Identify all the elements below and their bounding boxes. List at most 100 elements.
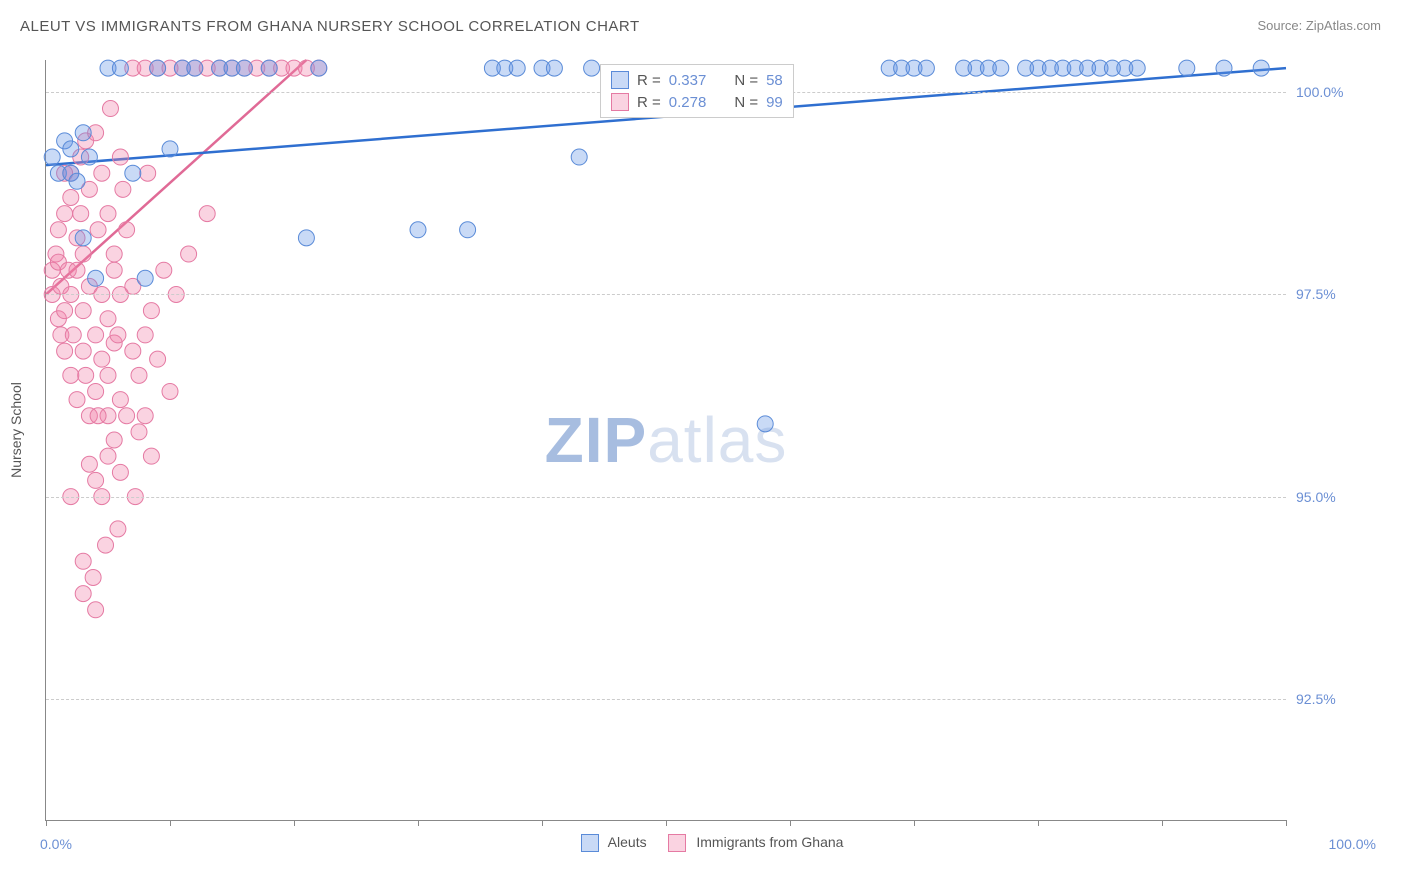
data-point — [125, 165, 141, 181]
data-point — [1216, 60, 1232, 76]
x-tick — [170, 820, 171, 826]
y-tick-label: 95.0% — [1296, 489, 1376, 505]
data-point — [63, 141, 79, 157]
y-axis-label: Nursery School — [8, 382, 24, 478]
data-point — [75, 246, 91, 262]
data-point — [106, 246, 122, 262]
gridline — [46, 294, 1286, 295]
data-point — [546, 60, 562, 76]
data-point — [81, 149, 97, 165]
stats-n-series2: 99 — [766, 94, 783, 111]
data-point — [584, 60, 600, 76]
data-point — [131, 367, 147, 383]
data-point — [81, 456, 97, 472]
data-point — [137, 270, 153, 286]
plot-area: ZIPatlas 92.5%95.0%97.5%100.0% — [45, 60, 1286, 821]
data-point — [94, 165, 110, 181]
data-point — [112, 149, 128, 165]
data-point — [112, 392, 128, 408]
y-tick-label: 97.5% — [1296, 286, 1376, 302]
data-point — [100, 311, 116, 327]
data-point — [137, 327, 153, 343]
data-point — [63, 367, 79, 383]
data-point — [98, 537, 114, 553]
stats-r-series2: 0.278 — [669, 94, 707, 111]
legend-swatch-series1 — [581, 834, 599, 852]
data-point — [993, 60, 1009, 76]
data-point — [100, 367, 116, 383]
data-point — [311, 60, 327, 76]
data-point — [88, 472, 104, 488]
chart-container: ALEUT VS IMMIGRANTS FROM GHANA NURSERY S… — [0, 0, 1406, 892]
x-tick — [542, 820, 543, 826]
data-point — [112, 60, 128, 76]
data-point — [44, 149, 60, 165]
data-point — [57, 206, 73, 222]
legend-bottom: Aleuts Immigrants from Ghana — [0, 834, 1406, 852]
data-point — [75, 230, 91, 246]
data-point — [261, 60, 277, 76]
data-point — [162, 383, 178, 399]
data-point — [181, 246, 197, 262]
data-point — [100, 448, 116, 464]
data-point — [57, 343, 73, 359]
data-point — [63, 189, 79, 205]
data-point — [162, 141, 178, 157]
data-point — [69, 173, 85, 189]
data-point — [509, 60, 525, 76]
stats-row-series2: R = 0.278 N = 99 — [611, 91, 783, 113]
data-point — [1179, 60, 1195, 76]
source-attribution: Source: ZipAtlas.com — [1257, 18, 1381, 33]
stats-n-series1: 58 — [766, 72, 783, 89]
data-point — [50, 222, 66, 238]
data-point — [57, 303, 73, 319]
gridline — [46, 497, 1286, 498]
y-tick-label: 100.0% — [1296, 84, 1376, 100]
stats-legend-box: R = 0.337 N = 58 R = 0.278 N = 99 — [600, 64, 794, 118]
data-point — [106, 432, 122, 448]
data-point — [571, 149, 587, 165]
data-point — [298, 230, 314, 246]
data-point — [918, 60, 934, 76]
x-tick — [294, 820, 295, 826]
data-point — [410, 222, 426, 238]
data-point — [75, 553, 91, 569]
data-point — [75, 303, 91, 319]
scatter-svg — [46, 60, 1286, 820]
data-point — [143, 303, 159, 319]
data-point — [150, 351, 166, 367]
data-point — [88, 270, 104, 286]
data-point — [73, 206, 89, 222]
data-point — [78, 367, 94, 383]
chart-title: ALEUT VS IMMIGRANTS FROM GHANA NURSERY S… — [20, 18, 640, 35]
stats-row-series1: R = 0.337 N = 58 — [611, 69, 783, 91]
data-point — [115, 181, 131, 197]
data-point — [75, 343, 91, 359]
data-point — [119, 222, 135, 238]
x-tick — [1038, 820, 1039, 826]
data-point — [75, 586, 91, 602]
data-point — [236, 60, 252, 76]
data-point — [460, 222, 476, 238]
data-point — [94, 351, 110, 367]
data-point — [110, 327, 126, 343]
data-point — [100, 206, 116, 222]
data-point — [110, 521, 126, 537]
x-tick — [790, 820, 791, 826]
legend-label-series2: Immigrants from Ghana — [696, 834, 843, 850]
stats-swatch-series1 — [611, 71, 629, 89]
data-point — [106, 262, 122, 278]
data-point — [150, 60, 166, 76]
data-point — [1253, 60, 1269, 76]
data-point — [156, 262, 172, 278]
x-tick — [46, 820, 47, 826]
x-tick — [418, 820, 419, 826]
data-point — [187, 60, 203, 76]
data-point — [88, 383, 104, 399]
stats-r-series1: 0.337 — [669, 72, 707, 89]
x-tick — [666, 820, 667, 826]
data-point — [757, 416, 773, 432]
stats-swatch-series2 — [611, 93, 629, 111]
data-point — [65, 327, 81, 343]
data-point — [85, 569, 101, 585]
